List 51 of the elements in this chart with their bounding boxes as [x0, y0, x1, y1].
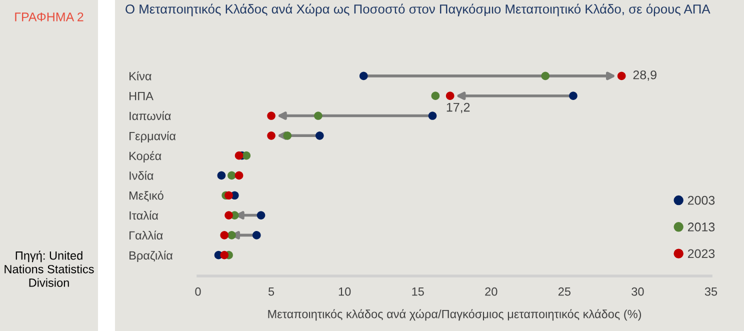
text: Πηγή: United Nations Statistics Division: [4, 250, 94, 287]
x-tick-label: 30: [632, 287, 644, 296]
y-tick-label: Βραζιλία: [130, 250, 173, 262]
y-tick-label: Ιαπωνία: [130, 111, 171, 120]
legend-label: 2013: [688, 222, 715, 232]
point: [224, 191, 233, 200]
point: [217, 171, 226, 180]
point: [431, 92, 440, 100]
point: [315, 132, 324, 140]
point: [224, 211, 233, 220]
point: [267, 112, 276, 120]
point: [428, 112, 437, 120]
point: [256, 211, 266, 220]
point: [541, 72, 550, 80]
point: [252, 231, 261, 240]
y-tick-label: Μεξικό: [130, 190, 164, 202]
y-tick-label: Γαλλία: [130, 230, 163, 240]
point: [228, 171, 236, 180]
chart-title: Ο Μεταποιητικός Κλάδος ανά Χώρα ως Ποσοστό στον Παγκόσμιο Μεταποιητικό Κλάδο, σε όρους ΑΠΑ: [126, 4, 710, 16]
x-tick-label: 10: [338, 287, 351, 296]
point: [220, 250, 229, 260]
point: [359, 72, 368, 80]
point: [569, 92, 578, 100]
y-tick-label: Ιταλία: [130, 210, 158, 220]
point: [228, 231, 236, 240]
point: [617, 72, 626, 80]
point: [283, 132, 292, 140]
x-axis-title: Μεταποιητικός κλάδος ανά χώρα/Παγκόσμιος μεταποιητικός κλάδος (%): [268, 309, 642, 321]
y-tick-label: ΗΠΑ: [130, 92, 154, 100]
point: [220, 231, 229, 240]
x-tick-label: 5: [268, 288, 274, 296]
point: [314, 112, 322, 120]
point: [234, 151, 244, 160]
x-tick-label: 35: [704, 287, 718, 296]
x-tick-label: 0: [195, 287, 201, 296]
point: [446, 92, 454, 100]
y-tick-label: Γερμανία: [130, 131, 176, 143]
x-tick-label: 20: [485, 287, 498, 296]
y-tick-label: Κορέα: [130, 151, 162, 162]
data-label: 17,2: [446, 102, 470, 114]
point: [267, 132, 276, 140]
point: [242, 151, 251, 160]
data-label: 28,9: [633, 70, 656, 81]
legend-label: 2003: [688, 196, 715, 205]
legend-label: 2023: [688, 249, 715, 258]
y-tick-label: Κίνα: [130, 71, 152, 80]
y-tick-label: Ινδία: [130, 170, 154, 180]
x-tick-label: 15: [412, 288, 424, 296]
point: [234, 171, 244, 180]
text: ΓΡΑΦΗΜΑ 2: [15, 12, 84, 22]
x-tick-label: 25: [558, 287, 570, 296]
